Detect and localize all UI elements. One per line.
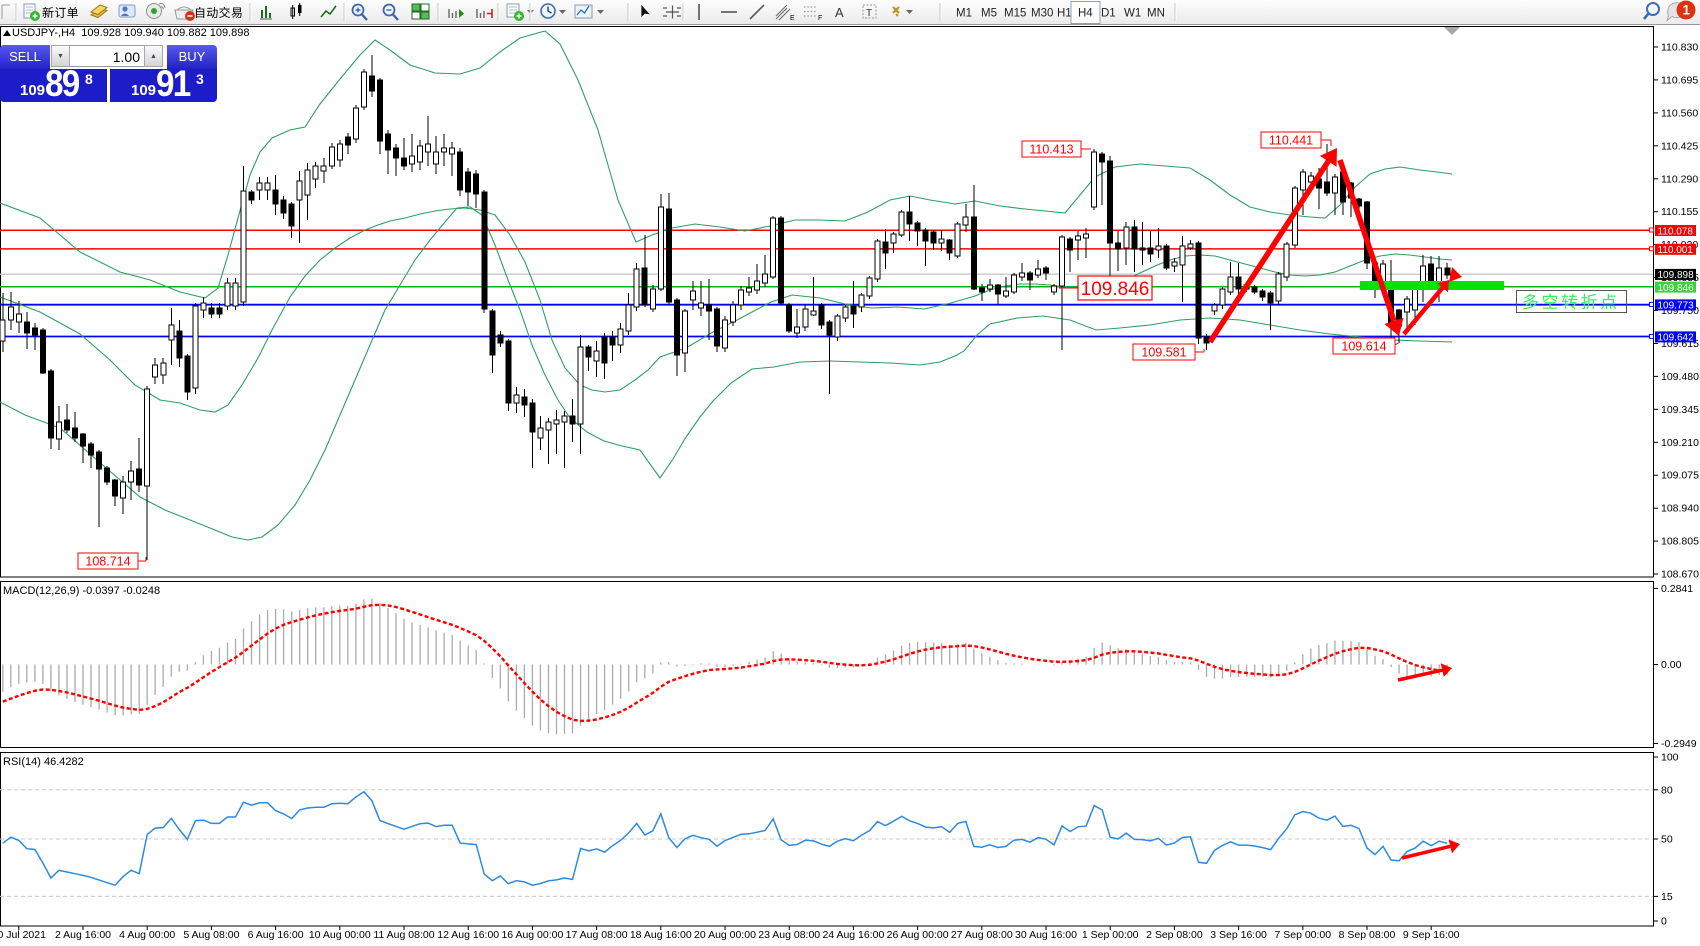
svg-text:M15: M15: [1004, 8, 1026, 20]
svg-text:17 Aug 08:00: 17 Aug 08:00: [566, 929, 628, 941]
svg-text:100: 100: [1661, 752, 1679, 764]
svg-text:9 Sep 16:00: 9 Sep 16:00: [1403, 929, 1460, 941]
svg-text:108.805: 108.805: [1661, 536, 1699, 548]
svg-text:16 Aug 00:00: 16 Aug 00:00: [501, 929, 563, 941]
svg-text:T: T: [866, 8, 872, 19]
svg-text:E: E: [790, 15, 795, 22]
svg-text:RSI(14) 46.4282: RSI(14) 46.4282: [3, 756, 84, 768]
svg-text:H1: H1: [1057, 8, 1072, 20]
svg-text:23 Aug 08:00: 23 Aug 08:00: [758, 929, 820, 941]
svg-text:1 Sep 00:00: 1 Sep 00:00: [1082, 929, 1139, 941]
svg-text:109.846: 109.846: [1081, 279, 1150, 300]
svg-text:109.773: 109.773: [1658, 301, 1695, 312]
svg-text:0.2841: 0.2841: [1661, 583, 1693, 595]
svg-text:50: 50: [1661, 834, 1673, 846]
svg-text:110.413: 110.413: [1029, 143, 1073, 157]
svg-text:5 Aug 08:00: 5 Aug 08:00: [183, 929, 239, 941]
svg-text:3 Sep 16:00: 3 Sep 16:00: [1210, 929, 1267, 941]
svg-text:110.425: 110.425: [1661, 140, 1698, 152]
svg-text:108.714: 108.714: [85, 555, 130, 569]
svg-text:M1: M1: [956, 8, 972, 20]
svg-text:109.614: 109.614: [1341, 340, 1386, 354]
svg-text:109.581: 109.581: [1141, 346, 1186, 360]
svg-text:24 Aug 16:00: 24 Aug 16:00: [822, 929, 884, 941]
svg-text:7 Sep 00:00: 7 Sep 00:00: [1274, 929, 1331, 941]
svg-text:20 Aug 00:00: 20 Aug 00:00: [694, 929, 756, 941]
svg-text:108.940: 108.940: [1661, 503, 1699, 515]
svg-text:MACD(12,26,9) -0.0397 -0.0248: MACD(12,26,9) -0.0397 -0.0248: [3, 585, 160, 597]
svg-text:110.290: 110.290: [1661, 173, 1698, 185]
svg-text:80: 80: [1661, 784, 1673, 796]
svg-text:26 Aug 00:00: 26 Aug 00:00: [887, 929, 949, 941]
svg-text:15: 15: [1661, 891, 1673, 903]
svg-text:18 Aug 16:00: 18 Aug 16:00: [630, 929, 692, 941]
svg-text:-0.2949: -0.2949: [1661, 738, 1697, 750]
svg-text:109.480: 109.480: [1661, 371, 1699, 383]
svg-text:A: A: [835, 5, 844, 20]
svg-text:6 Aug 16:00: 6 Aug 16:00: [248, 929, 304, 941]
svg-text:110.078: 110.078: [1658, 226, 1694, 237]
svg-text:2 Sep 08:00: 2 Sep 08:00: [1146, 929, 1203, 941]
svg-text:109.846: 109.846: [1658, 283, 1695, 294]
svg-text:109.210: 109.210: [1661, 437, 1699, 449]
svg-text:108.670: 108.670: [1661, 569, 1699, 581]
svg-text:109.075: 109.075: [1661, 470, 1699, 482]
svg-text:12 Aug 16:00: 12 Aug 16:00: [437, 929, 499, 941]
svg-text:110.155: 110.155: [1661, 206, 1698, 218]
svg-text:10 Aug 00:00: 10 Aug 00:00: [309, 929, 371, 941]
svg-text:11 Aug 08:00: 11 Aug 08:00: [373, 929, 434, 941]
svg-text:0: 0: [1661, 916, 1667, 928]
svg-text:M5: M5: [981, 8, 997, 20]
svg-text:110.441: 110.441: [1269, 134, 1313, 148]
svg-text:27 Aug 08:00: 27 Aug 08:00: [951, 929, 1013, 941]
svg-text:109.345: 109.345: [1661, 404, 1699, 416]
svg-text:2 Aug 16:00: 2 Aug 16:00: [55, 929, 111, 941]
svg-text:109.898: 109.898: [1658, 270, 1695, 281]
svg-text:110.830: 110.830: [1661, 42, 1698, 54]
svg-text:110.695: 110.695: [1661, 74, 1698, 86]
svg-text:4 Aug 00:00: 4 Aug 00:00: [119, 929, 175, 941]
svg-text:30 Jul 2021: 30 Jul 2021: [0, 929, 46, 941]
svg-text:0.00: 0.00: [1661, 659, 1682, 671]
svg-text:MN: MN: [1147, 8, 1165, 20]
svg-text:W1: W1: [1124, 8, 1141, 20]
svg-text:M30: M30: [1031, 8, 1053, 20]
svg-text:109.642: 109.642: [1658, 333, 1695, 344]
svg-text:1: 1: [1683, 3, 1691, 18]
svg-text:30 Aug 16:00: 30 Aug 16:00: [1015, 929, 1077, 941]
svg-text:H4: H4: [1078, 8, 1093, 20]
svg-text:D1: D1: [1101, 8, 1116, 20]
svg-text:110.560: 110.560: [1661, 107, 1698, 119]
svg-text:F: F: [818, 15, 822, 22]
svg-text:8 Sep 08:00: 8 Sep 08:00: [1339, 929, 1396, 941]
svg-text:110.001: 110.001: [1658, 245, 1694, 256]
